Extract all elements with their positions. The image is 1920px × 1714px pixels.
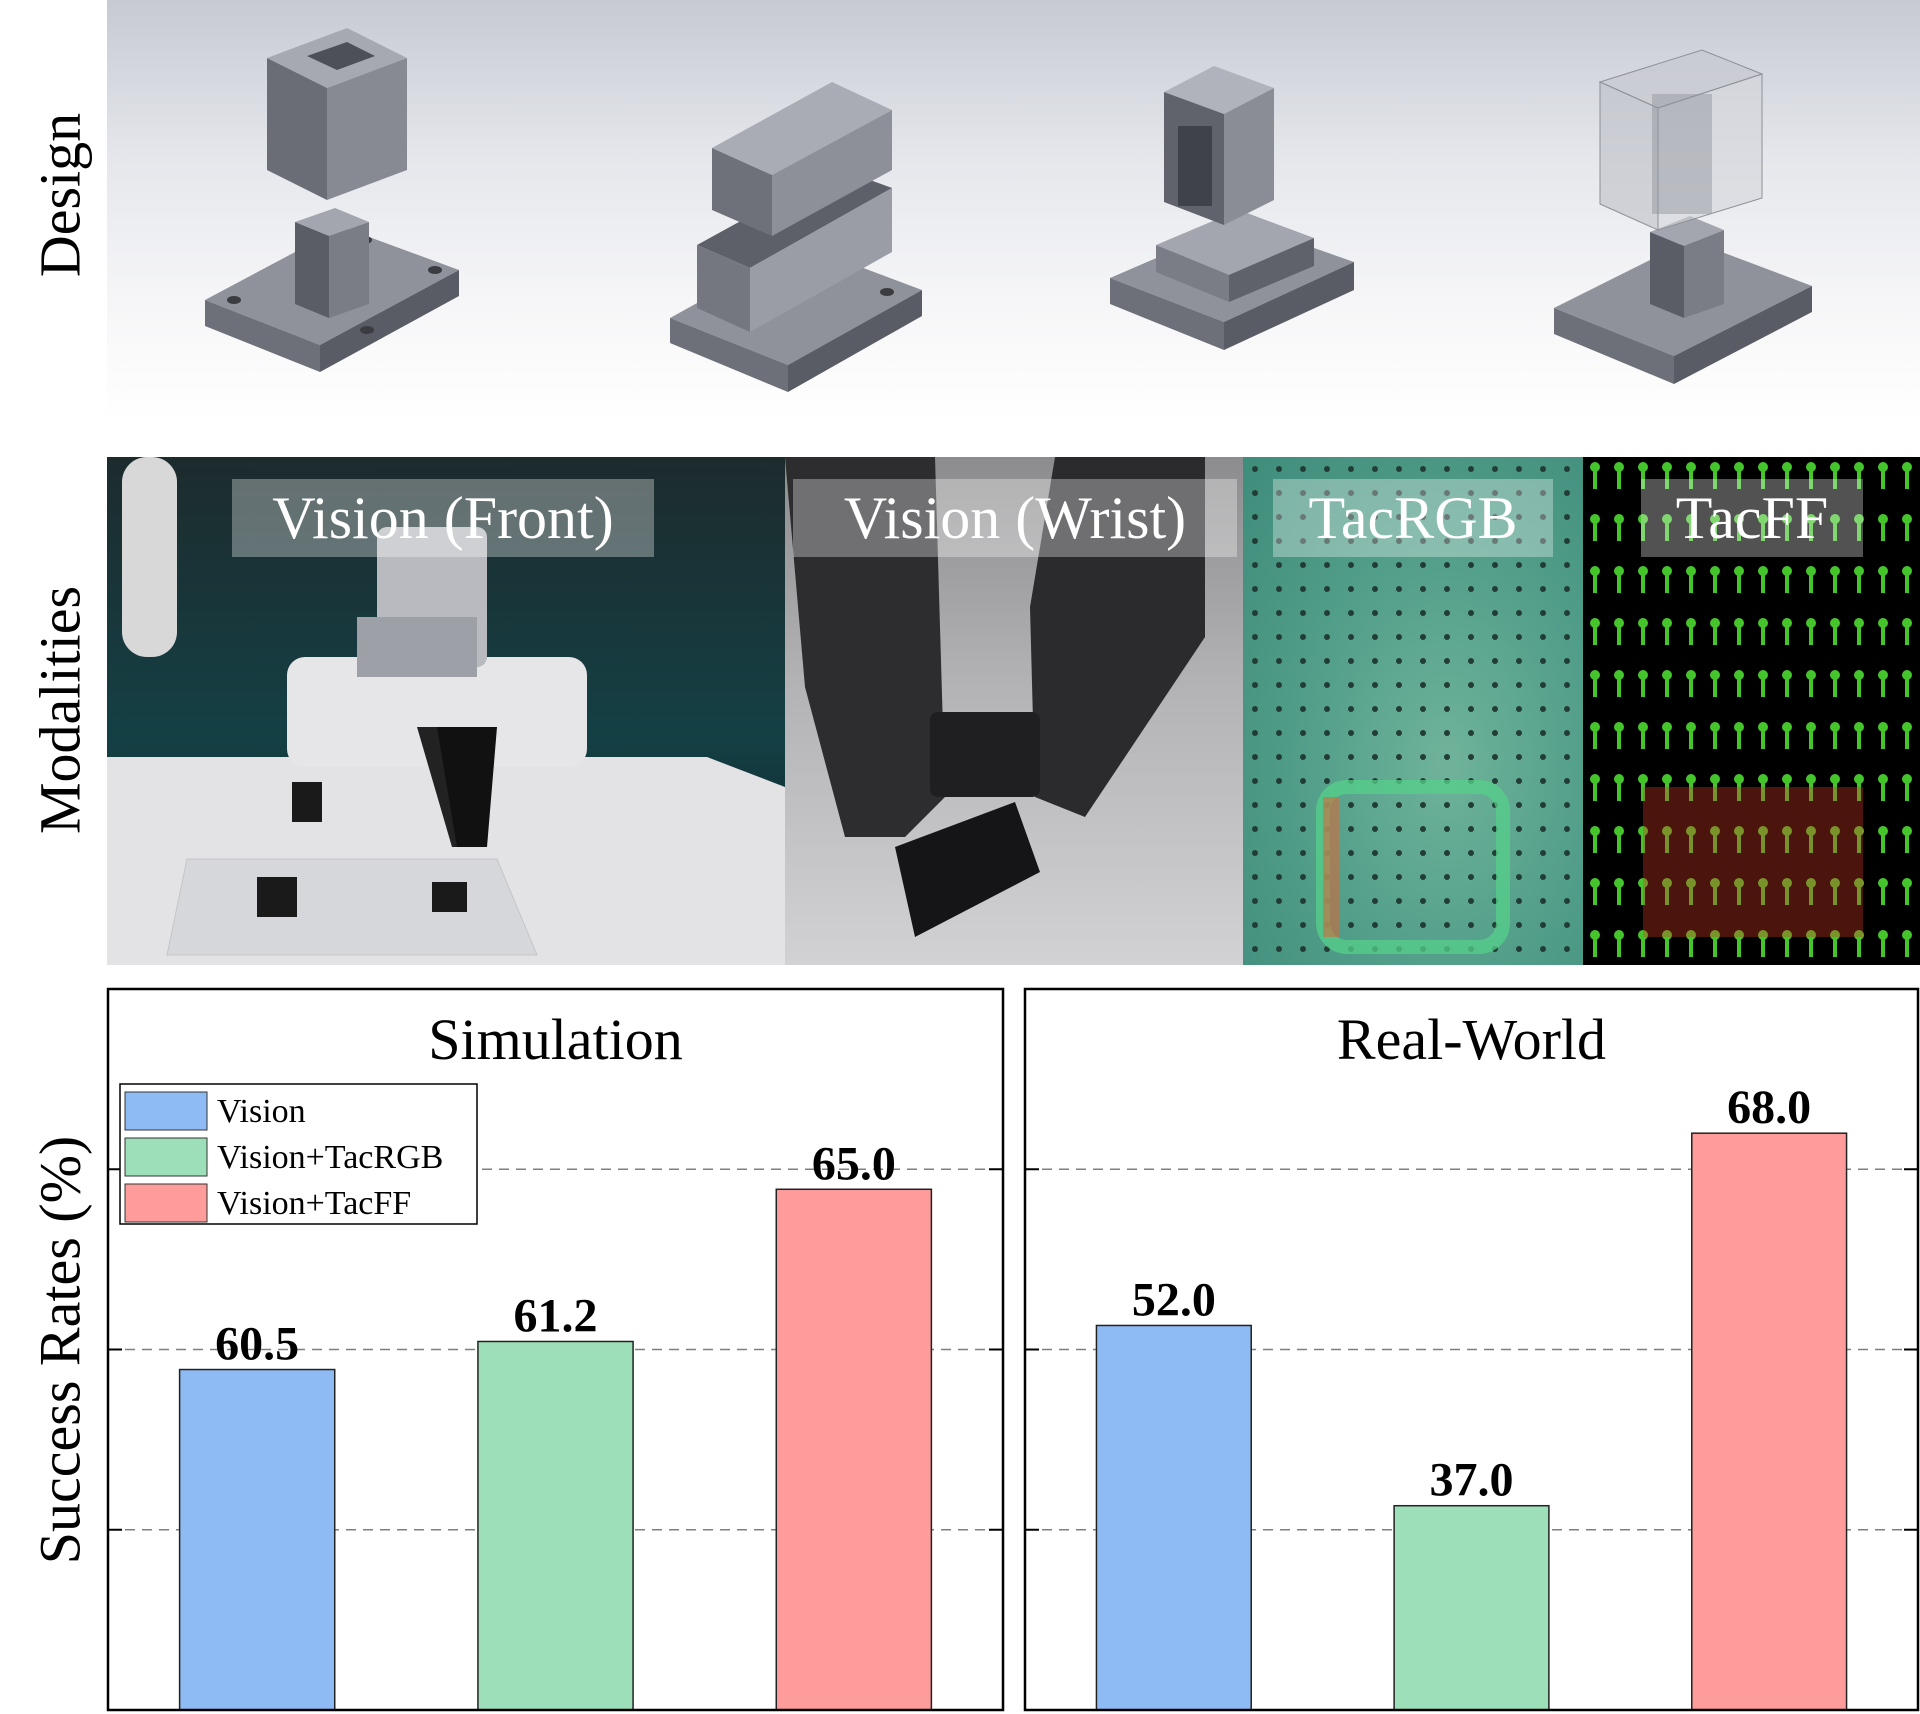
- tacff-arrow-field: [1583, 457, 1920, 965]
- design-panel-2: [562, 0, 1014, 420]
- modality-panel-front: Vision (Front): [107, 457, 785, 965]
- modality-panel-wrist: Vision (Wrist): [785, 457, 1243, 965]
- bar-value-label: 65.0: [812, 1137, 896, 1190]
- design-panel-4: [1462, 0, 1920, 420]
- bar-vision-tacrgb: [1393, 1504, 1550, 1711]
- legend-swatch: [124, 1183, 208, 1223]
- plot-frame: [1023, 987, 1920, 1712]
- y-axis-label: Success Rates (%): [27, 1135, 93, 1565]
- legend-label: Vision: [217, 1093, 306, 1130]
- legend-swatch: [124, 1137, 208, 1177]
- legend-label: Vision+TacRGB: [217, 1139, 443, 1176]
- plot-frame: [106, 987, 1005, 1712]
- bar-vision: [1095, 1324, 1252, 1711]
- bar-vision-tacrgb: [477, 1340, 634, 1711]
- caption-vision-front: Vision (Front): [232, 479, 654, 557]
- chart-title: Real-World: [1337, 1007, 1606, 1072]
- caption-tacrgb: TacRGB: [1273, 479, 1553, 557]
- design-panel-3: [1014, 0, 1462, 420]
- cad-peg-rect-illustration: [670, 82, 922, 392]
- tacrgb-dot-grid: [1243, 457, 1583, 965]
- legend-box: [119, 1083, 478, 1225]
- bar-vision-tacff: [1691, 1132, 1848, 1711]
- legend-label: Vision+TacFF: [217, 1185, 411, 1222]
- bar-vision-tacff: [775, 1188, 933, 1711]
- modality-panel-tacff: TacFF: [1583, 457, 1920, 965]
- bar-value-label: 60.5: [215, 1318, 299, 1371]
- bar-value-label: 37.0: [1430, 1454, 1514, 1507]
- bar-vision: [178, 1368, 336, 1711]
- row-label-modalities: Modalities: [27, 585, 93, 835]
- bar-value-label: 52.0: [1132, 1273, 1216, 1326]
- cad-peg-transparent-illustration: [1554, 49, 1812, 384]
- legend-swatch: [124, 1091, 208, 1131]
- bar-value-label: 61.2: [514, 1289, 598, 1342]
- caption-tacff: TacFF: [1641, 479, 1863, 557]
- chart-simulation: 60.5 61.2 65.0 Simulation Vision Vision+TacRG…: [106, 987, 1005, 1712]
- modality-panel-tacrgb: TacRGB: [1243, 457, 1583, 965]
- design-panel-1: [107, 0, 562, 420]
- row-label-design: Design: [27, 112, 93, 278]
- robot-wrist-illustration: [785, 457, 1205, 937]
- chart-real-world: 52.0 37.0 68.0 Real-World: [1023, 987, 1920, 1712]
- cad-peg-square-illustration: [205, 28, 459, 372]
- caption-vision-wrist: Vision (Wrist): [793, 479, 1237, 557]
- cad-peg-clip-illustration: [1110, 66, 1354, 350]
- bar-value-label: 68.0: [1727, 1081, 1811, 1134]
- chart-title: Simulation: [428, 1007, 683, 1072]
- robot-front-illustration: [107, 457, 785, 965]
